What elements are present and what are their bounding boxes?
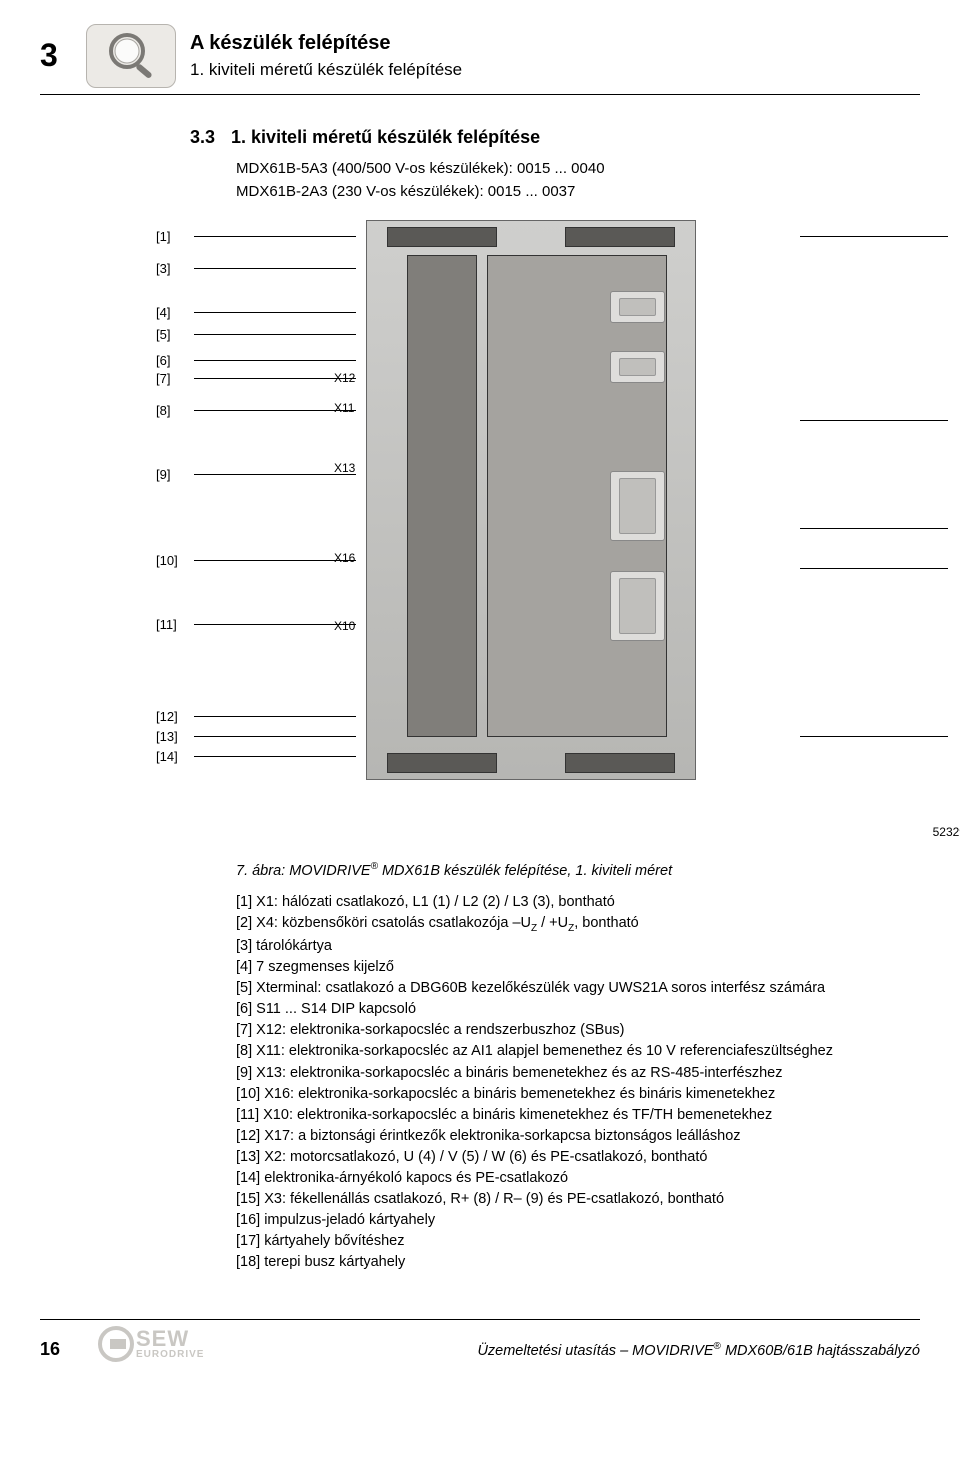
legend-item: [7] X12: elektronika-sorkapocsléc a rend… bbox=[236, 1021, 920, 1041]
caption-sup: ® bbox=[371, 861, 378, 872]
callout-left: [12] bbox=[156, 708, 356, 726]
logo-main: SEW bbox=[136, 1328, 204, 1350]
callout-label: [1] bbox=[156, 228, 194, 246]
legend-item: [9] X13: elektronika-sorkapocsléc a biná… bbox=[236, 1064, 920, 1084]
connector-label: X16 bbox=[334, 550, 355, 566]
header-subtitle: 1. kiviteli méretű készülék felépítése bbox=[190, 59, 920, 82]
page-header: 3 A készülék felépítése 1. kiviteli mére… bbox=[40, 24, 920, 95]
sew-logo: SEW EURODRIVE bbox=[98, 1326, 204, 1362]
footer-prefix: Üzemeltetési utasítás – MOVIDRIVE bbox=[477, 1343, 713, 1359]
callout-left: [10] bbox=[156, 552, 356, 570]
legend-item: [18] terepi busz kártyahely bbox=[236, 1253, 920, 1273]
figure-caption: 7. ábra: MOVIDRIVE® MDX61B készülék felé… bbox=[236, 860, 920, 881]
caption-prefix: 7. ábra: MOVIDRIVE bbox=[236, 863, 371, 879]
callout-right: [2] bbox=[800, 228, 960, 246]
section-heading: 3.3 1. kiviteli méretű készülék felépíté… bbox=[190, 125, 920, 149]
callout-left: [3] bbox=[156, 260, 356, 278]
footer-suffix: MDX60B/61B hajtásszabályzó bbox=[721, 1343, 920, 1359]
callout-label: [14] bbox=[156, 748, 194, 766]
legend-item: [12] X17: a biztonsági érintkezők elektr… bbox=[236, 1127, 920, 1147]
callout-left: [11] bbox=[156, 616, 356, 634]
legend-item: [5] Xterminal: csatlakozó a DBG60B kezel… bbox=[236, 979, 920, 999]
page-footer: 16 SEW EURODRIVE Üzemeltetési utasítás –… bbox=[40, 1319, 920, 1362]
callout-left: [14] bbox=[156, 748, 356, 766]
callout-right: [15] bbox=[800, 728, 960, 746]
legend-item: [14] elektronika-árnyékoló kapocs és PE-… bbox=[236, 1169, 920, 1189]
legend-item: [4] 7 szegmenses kijelző bbox=[236, 958, 920, 978]
callout-label: [3] bbox=[156, 260, 194, 278]
legend-item: [11] X10: elektronika-sorkapocsléc a bin… bbox=[236, 1106, 920, 1126]
chapter-number: 3 bbox=[40, 34, 72, 77]
callout-left: [5] bbox=[156, 326, 356, 344]
callout-label: [16] bbox=[952, 560, 960, 578]
image-code: 52329AXX bbox=[933, 824, 960, 840]
callout-label: [6] bbox=[156, 352, 194, 370]
callout-label: [18] bbox=[952, 412, 960, 430]
header-title: A készülék felépítése bbox=[190, 30, 920, 57]
legend-item: [3] tárolókártya bbox=[236, 937, 920, 957]
callout-left: [7] bbox=[156, 370, 356, 388]
connector-label: X13 bbox=[334, 460, 355, 476]
callout-label: [13] bbox=[156, 728, 194, 746]
callout-left: [9] bbox=[156, 466, 356, 484]
connector-label: X11 bbox=[334, 400, 354, 416]
model-line-2: MDX61B-2A3 (230 V-os készülékek): 0015 .… bbox=[236, 182, 920, 202]
model-lines: MDX61B-5A3 (400/500 V-os készülékek): 00… bbox=[236, 159, 920, 202]
caption-suffix: MDX61B készülék felépítése, 1. kiviteli … bbox=[378, 863, 672, 879]
callout-left: [6] bbox=[156, 352, 356, 370]
legend-item: [13] X2: motorcsatlakozó, U (4) / V (5) … bbox=[236, 1148, 920, 1168]
callout-left: [1] bbox=[156, 228, 356, 246]
connector-label: X10 bbox=[334, 618, 355, 634]
callout-label: [15] bbox=[952, 728, 960, 746]
model-line-1: MDX61B-5A3 (400/500 V-os készülékek): 00… bbox=[236, 159, 920, 179]
callout-right: [16] bbox=[800, 560, 960, 578]
logo-sub: EURODRIVE bbox=[136, 1350, 204, 1360]
legend-item: [17] kártyahely bővítéshez bbox=[236, 1232, 920, 1252]
footer-text: Üzemeltetési utasítás – MOVIDRIVE® MDX60… bbox=[222, 1340, 920, 1361]
section-number: 3.3 bbox=[190, 125, 215, 149]
callout-right: [17] bbox=[800, 520, 960, 538]
legend-item: [15] X3: fékellenállás csatlakozó, R+ (8… bbox=[236, 1190, 920, 1210]
magnifier-icon bbox=[86, 24, 176, 88]
callout-left: [4] bbox=[156, 304, 356, 322]
callout-right: [18] bbox=[800, 412, 960, 430]
callout-label: [10] bbox=[156, 552, 194, 570]
legend-item: [6] S11 ... S14 DIP kapcsoló bbox=[236, 1000, 920, 1020]
callout-label: [2] bbox=[952, 228, 960, 246]
callout-left: [8] bbox=[156, 402, 356, 420]
device-illustration bbox=[366, 220, 696, 780]
legend-item: [1] X1: hálózati csatlakozó, L1 (1) / L2… bbox=[236, 893, 920, 913]
callout-label: [4] bbox=[156, 304, 194, 322]
connector-label: X12 bbox=[334, 370, 355, 386]
callout-label: [9] bbox=[156, 466, 194, 484]
legend-item: [2] X4: közbensőköri csatolás csatlakozó… bbox=[236, 914, 920, 935]
callout-label: [11] bbox=[156, 616, 194, 634]
callout-label: [17] bbox=[952, 520, 960, 538]
legend-item: [10] X16: elektronika-sorkapocsléc a bin… bbox=[236, 1085, 920, 1105]
callout-left: [13] bbox=[156, 728, 356, 746]
section-title: 1. kiviteli méretű készülék felépítése bbox=[231, 125, 540, 149]
callout-label: [5] bbox=[156, 326, 194, 344]
page-number: 16 bbox=[40, 1337, 80, 1361]
logo-e-icon bbox=[98, 1326, 134, 1362]
legend-list: [1] X1: hálózati csatlakozó, L1 (1) / L2… bbox=[236, 893, 920, 1272]
footer-sup: ® bbox=[714, 1341, 721, 1352]
callout-label: [12] bbox=[156, 708, 194, 726]
device-diagram: [1][3][4][5][6][7][8][9][10][11][12][13]… bbox=[236, 220, 920, 850]
legend-item: [8] X11: elektronika-sorkapocsléc az AI1… bbox=[236, 1042, 920, 1062]
callout-label: [7] bbox=[156, 370, 194, 388]
legend-item: [16] impulzus-jeladó kártyahely bbox=[236, 1211, 920, 1231]
callout-label: [8] bbox=[156, 402, 194, 420]
